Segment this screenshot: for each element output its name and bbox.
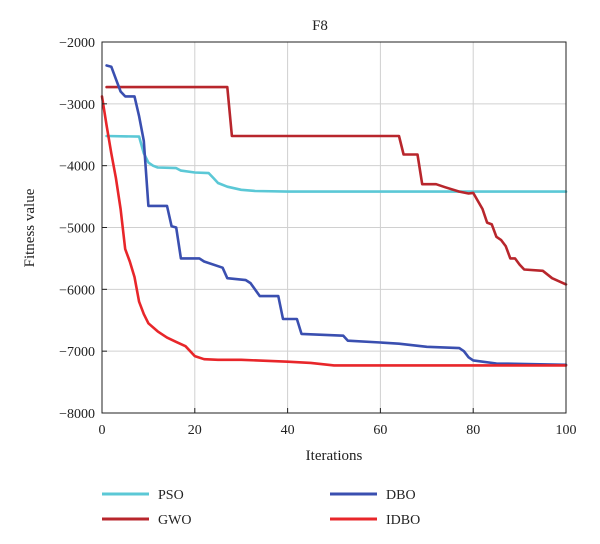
legend-item-gwo: GWO xyxy=(102,513,191,528)
legend-label: PSO xyxy=(158,488,184,503)
chart-title: F8 xyxy=(312,18,328,34)
y-axis-label: Fitness value xyxy=(22,188,38,267)
series-line-gwo xyxy=(105,85,568,286)
series-lines xyxy=(100,64,568,367)
series-line-idbo xyxy=(100,95,568,367)
legend-label: IDBO xyxy=(386,513,420,528)
y-tick-label: −5000 xyxy=(59,222,95,237)
y-tick-label: −3000 xyxy=(59,98,95,113)
x-tick-label: 60 xyxy=(373,423,387,438)
x-tick-label: 0 xyxy=(99,423,106,438)
x-tick-label: 20 xyxy=(188,423,202,438)
x-tick-label: 100 xyxy=(556,423,577,438)
y-tick-label: −4000 xyxy=(59,160,95,175)
y-tick-label: −7000 xyxy=(59,345,95,360)
axis-ticks: 0 20 40 60 80 100 −2000 −3000 −4000 −5000 −6000 −70… xyxy=(59,36,576,438)
y-tick-label: −2000 xyxy=(59,36,95,51)
x-axis-label: Iterations xyxy=(306,448,363,464)
legend-label: DBO xyxy=(386,488,416,503)
series-line-pso xyxy=(105,134,568,193)
legend-item-dbo: DBO xyxy=(330,488,416,503)
legend-item-idbo: IDBO xyxy=(330,513,420,528)
series-line-dbo xyxy=(105,64,568,367)
legend-label: GWO xyxy=(158,513,191,528)
grid xyxy=(102,42,566,413)
x-tick-label: 80 xyxy=(466,423,480,438)
x-tick-label: 40 xyxy=(281,423,295,438)
legend-item-pso: PSO xyxy=(102,488,184,503)
y-tick-label: −8000 xyxy=(59,407,95,422)
y-tick-label: −6000 xyxy=(59,283,95,298)
legend: PSO GWO DBO IDBO xyxy=(102,488,420,528)
